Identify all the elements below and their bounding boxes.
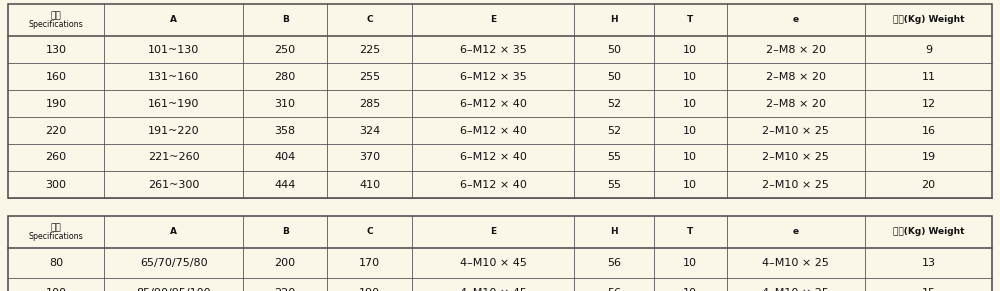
Text: 65/70/75/80: 65/70/75/80 [140,258,207,268]
Text: 重量(Kg) Weight: 重量(Kg) Weight [893,15,964,24]
Text: 260: 260 [46,152,67,162]
Text: 300: 300 [46,180,67,189]
Text: 6–M12 × 35: 6–M12 × 35 [460,72,526,81]
Text: 52: 52 [607,98,621,109]
Text: 261~300: 261~300 [148,180,199,189]
Bar [8,4,992,198]
Text: 15: 15 [922,288,936,291]
Text: 190: 190 [46,98,67,109]
Text: 80: 80 [49,258,63,268]
Text: 55: 55 [607,152,621,162]
Text: 重量(Kg) Weight: 重量(Kg) Weight [893,228,964,237]
Bar [8,216,992,291]
Text: 16: 16 [922,125,936,136]
Text: 10: 10 [683,258,697,268]
Text: 50: 50 [607,45,621,54]
Text: H: H [610,15,618,24]
Text: 6–M12 × 40: 6–M12 × 40 [460,180,526,189]
Text: 11: 11 [922,72,936,81]
Bar [8,4,992,198]
Text: 4–M10 × 25: 4–M10 × 25 [762,288,829,291]
Text: 410: 410 [359,180,380,189]
Text: 6–M12 × 40: 6–M12 × 40 [460,98,526,109]
Text: 2–M8 × 20: 2–M8 × 20 [766,98,826,109]
Text: 6–M12 × 35: 6–M12 × 35 [460,45,526,54]
Text: 13: 13 [922,258,936,268]
Text: 10: 10 [683,125,697,136]
Text: 56: 56 [607,288,621,291]
Text: 4–M10 × 25: 4–M10 × 25 [762,258,829,268]
Text: 370: 370 [359,152,380,162]
Text: 2–M10 × 25: 2–M10 × 25 [762,152,829,162]
Text: 170: 170 [359,258,380,268]
Text: E: E [490,15,496,24]
Text: 160: 160 [46,72,67,81]
Text: 285: 285 [359,98,380,109]
Text: C: C [366,228,373,237]
Text: 10: 10 [683,180,697,189]
Text: 101~130: 101~130 [148,45,199,54]
Text: 225: 225 [359,45,380,54]
Text: T: T [687,228,693,237]
Text: 10: 10 [683,45,697,54]
Text: 2–M8 × 20: 2–M8 × 20 [766,45,826,54]
Text: C: C [366,15,373,24]
Text: 130: 130 [46,45,67,54]
Text: 56: 56 [607,258,621,268]
Text: E: E [490,228,496,237]
Text: 20: 20 [922,180,936,189]
Text: 2–M8 × 20: 2–M8 × 20 [766,72,826,81]
Text: 324: 324 [359,125,380,136]
Text: 358: 358 [275,125,296,136]
Text: 280: 280 [274,72,296,81]
Text: 85/90/95/100: 85/90/95/100 [136,288,211,291]
Text: 12: 12 [922,98,936,109]
Text: 404: 404 [274,152,296,162]
Text: 2–M10 × 25: 2–M10 × 25 [762,180,829,189]
Text: A: A [170,228,177,237]
Text: H: H [610,228,618,237]
Text: 10: 10 [683,288,697,291]
Text: e: e [793,228,799,237]
Text: 200: 200 [275,258,296,268]
Text: 220: 220 [274,288,296,291]
Text: 2–M10 × 25: 2–M10 × 25 [762,125,829,136]
Text: 131~160: 131~160 [148,72,199,81]
Text: 220: 220 [46,125,67,136]
Text: 191~220: 191~220 [148,125,199,136]
Text: 9: 9 [925,45,932,54]
Text: 10: 10 [683,152,697,162]
Text: Specifications: Specifications [29,20,84,29]
Text: 4–M10 × 45: 4–M10 × 45 [460,288,526,291]
Text: 4–M10 × 45: 4–M10 × 45 [460,258,526,268]
Text: 310: 310 [275,98,296,109]
Text: 6–M12 × 40: 6–M12 × 40 [460,152,526,162]
Text: 190: 190 [359,288,380,291]
Text: B: B [282,15,289,24]
Text: 规格: 规格 [51,223,62,232]
Text: B: B [282,228,289,237]
Text: 55: 55 [607,180,621,189]
Text: 50: 50 [607,72,621,81]
Text: e: e [793,15,799,24]
Text: 10: 10 [683,72,697,81]
Text: Specifications: Specifications [29,232,84,241]
Text: 100: 100 [46,288,67,291]
Text: 19: 19 [922,152,936,162]
Text: 52: 52 [607,125,621,136]
Text: 161~190: 161~190 [148,98,199,109]
Text: 221~260: 221~260 [148,152,199,162]
Text: 255: 255 [359,72,380,81]
Bar [8,216,992,291]
Text: 6–M12 × 40: 6–M12 × 40 [460,125,526,136]
Text: 10: 10 [683,98,697,109]
Text: A: A [170,15,177,24]
Text: 444: 444 [274,180,296,189]
Text: T: T [687,15,693,24]
Text: 规格: 规格 [51,11,62,20]
Text: 250: 250 [275,45,296,54]
